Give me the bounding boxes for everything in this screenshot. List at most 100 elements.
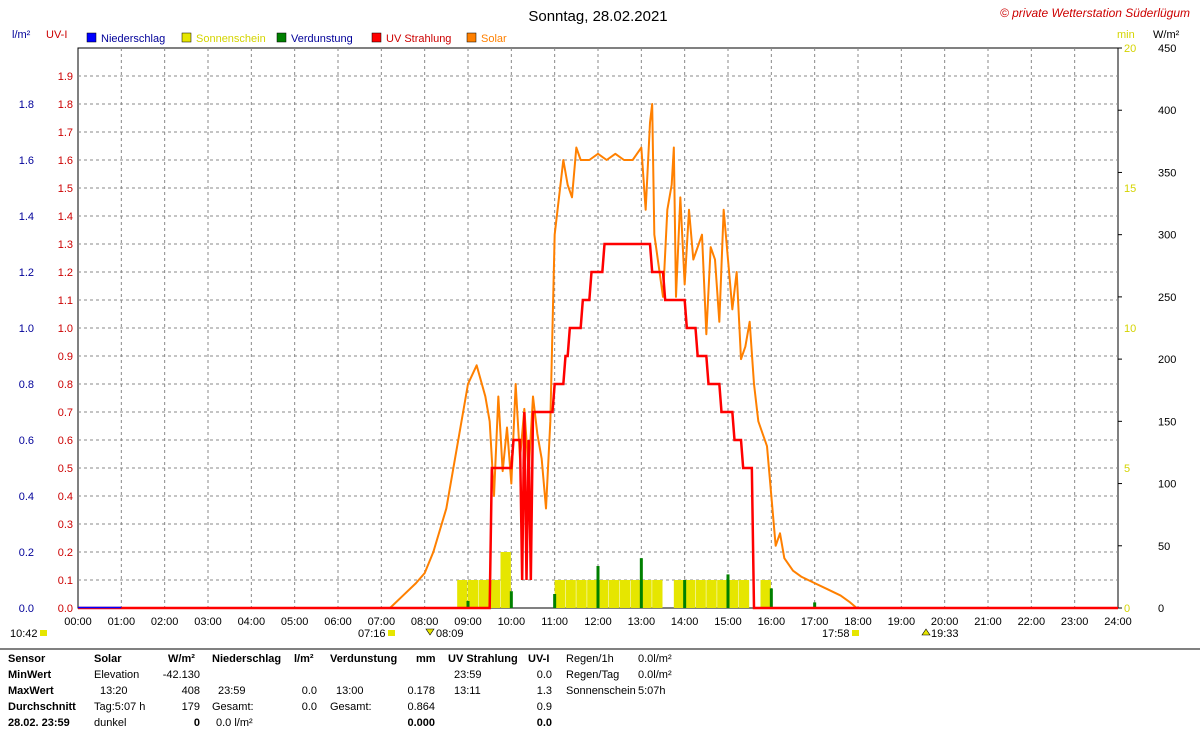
x-tick-label: 14:00 (671, 616, 699, 628)
uv-tick-label: 0.6 (58, 435, 73, 447)
regen-tag-label: Regen/Tag (566, 669, 620, 681)
precip-axis-unit: l/m² (12, 29, 31, 41)
precip-header: Niederschlag (212, 653, 282, 665)
solar-max-time: 13:20 (100, 685, 128, 697)
solar-unit: W/m² (168, 653, 195, 665)
regen-tag-value: 0.0l/m² (638, 669, 672, 681)
chart-title: Sonntag, 28.02.2021 (528, 8, 667, 25)
evap-current-value: 0.000 (407, 717, 435, 729)
uv-min-time: 23:59 (454, 669, 482, 681)
min-tick-label: 10 (1124, 323, 1136, 335)
uv-tick-label: 1.1 (58, 295, 73, 307)
verdunstung-bar (639, 558, 643, 608)
x-tick-label: 23:00 (1061, 616, 1089, 628)
sunrise-arrow-icon (425, 628, 435, 636)
precip-tick-label: 1.2 (19, 267, 34, 279)
sonnenschein-bar (468, 580, 479, 608)
sonnenschein-bar (619, 580, 630, 608)
sunshine-value: 5:07h (638, 685, 666, 697)
precip-tick-label: 1.8 (19, 99, 34, 111)
evap-unit: mm (416, 653, 436, 665)
sonnenschein-bar (630, 580, 641, 608)
sonnenschein-bar (598, 580, 609, 608)
sunset-label: 17:58 (822, 628, 850, 640)
regen-1h-label: Regen/1h (566, 653, 614, 665)
legend-swatch-uv (371, 32, 382, 43)
sonnenschein-bar (576, 580, 587, 608)
solar-tick-label: 400 (1158, 105, 1176, 117)
uv-unit: UV-I (528, 653, 550, 665)
sonnenschein-bar (554, 580, 565, 608)
solar-tick-label: 0 (1158, 603, 1164, 615)
verdunstung-bar (813, 602, 817, 608)
legend-item-uv: UV Strahlung (371, 32, 451, 45)
precip-tick-label: 0.4 (19, 491, 34, 503)
evap-max-time: 13:00 (336, 685, 364, 697)
solar-tick-label: 100 (1158, 479, 1176, 491)
x-tick-label: 18:00 (844, 616, 872, 628)
min-tick-label: 0 (1124, 603, 1130, 615)
precip-tick-label: 0.8 (19, 379, 34, 391)
solar-tick-label: 300 (1158, 230, 1176, 242)
legend-swatch-niederschlag (86, 32, 97, 43)
sonnenschein-bar (587, 580, 598, 608)
uv-tick-label: 0.4 (58, 491, 73, 503)
solar-tick-label: 50 (1158, 541, 1170, 553)
uv-min-value: 0.0 (536, 669, 552, 681)
x-tick-label: 19:00 (888, 616, 916, 628)
uv-tick-label: 1.4 (58, 211, 73, 223)
dawn-marker-icon (388, 630, 395, 636)
stats-row-label-sensor: Sensor (8, 653, 46, 665)
solar-tick-label: 250 (1158, 292, 1176, 304)
sonnenschein-bar (706, 580, 717, 608)
x-tick-label: 20:00 (931, 616, 959, 628)
precip-tick-label: 0.6 (19, 435, 34, 447)
time-annotations: 10:42 07:16 08:09 17:58 19:33 (10, 628, 959, 640)
uv-tick-label: 0.9 (58, 351, 73, 363)
solar-max-value: 408 (181, 685, 200, 697)
solar-current-value: 0 (193, 717, 200, 729)
solar-avg-value: 179 (181, 701, 200, 713)
dawn-label: 07:16 (358, 628, 386, 640)
uv-tick-label: 0.3 (58, 519, 73, 531)
uv-tick-label: 1.6 (58, 155, 73, 167)
uv-tick-label: 0.7 (58, 407, 73, 419)
uv-max-value: 1.3 (536, 685, 552, 697)
legend-label-solar: Solar (481, 33, 507, 45)
solar-axis-unit: W/m² (1153, 29, 1180, 41)
verdunstung-bar (596, 566, 600, 608)
verdunstung-bar (466, 601, 470, 608)
uv-tick-label: 1.7 (58, 127, 73, 139)
sonnenschein-bar (652, 580, 663, 608)
precip-tick-label: 0.0 (19, 603, 34, 615)
x-tick-label: 17:00 (801, 616, 829, 628)
legend-label-sonnenschein: Sonnenschein (196, 33, 266, 45)
stats-row-label-min: MinWert (8, 669, 52, 681)
x-tick-label: 04:00 (238, 616, 266, 628)
legend-item-solar: Solar (466, 32, 507, 45)
x-tick-label: 06:00 (324, 616, 352, 628)
sonnenschein-bar (673, 580, 685, 608)
sunrise-label: 08:09 (436, 628, 464, 640)
sonnenschein-bar (738, 580, 750, 608)
uv-avg-value: 0.9 (536, 701, 552, 713)
sonnenschein-bar (684, 580, 695, 608)
evap-header: Verdunstung (330, 653, 398, 665)
x-tick-label: 00:00 (64, 616, 92, 628)
solar-min-value: -42.130 (162, 669, 200, 681)
sonnenschein-bar (695, 580, 706, 608)
verdunstung-bar (683, 580, 687, 608)
x-tick-label: 07:00 (368, 616, 396, 628)
x-tick-label: 05:00 (281, 616, 309, 628)
evap-total-value: 0.864 (407, 701, 435, 713)
uv-header: UV Strahlung (448, 653, 518, 665)
legend-swatch-sonnenschein (181, 32, 192, 43)
grid (78, 48, 1118, 608)
solar-tick-label: 350 (1158, 167, 1176, 179)
verdunstung-bar (726, 574, 730, 608)
legend-item-verdunstung: Verdunstung (276, 32, 353, 45)
verdunstung-bar (769, 588, 773, 608)
sonnenschein-bar (717, 580, 728, 608)
stats-row-label-avg: Durchschnitt (8, 701, 76, 713)
evap-total-label: Gesamt: (330, 701, 372, 713)
